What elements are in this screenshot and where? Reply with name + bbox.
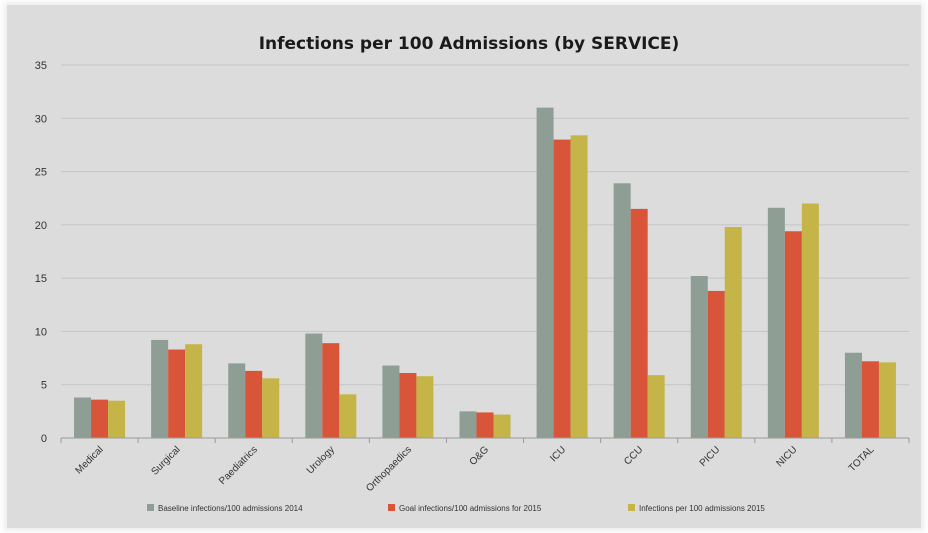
bar-orthopaedics-series-1 bbox=[382, 365, 400, 438]
y-axis-ticks: 0 5 10 15 20 25 30 35 bbox=[35, 60, 47, 445]
gridlines bbox=[61, 64, 909, 386]
bar-icu-series-1 bbox=[536, 107, 554, 438]
x-axis-ticks: Medical Surgical Paediatrics Urology Orthopa… bbox=[74, 444, 877, 494]
legend-label: Baseline infections/100 admissions 2014 bbox=[158, 504, 303, 513]
bar-total-series-3 bbox=[878, 362, 896, 438]
bar-total-series-2 bbox=[861, 361, 879, 438]
y-tick-label: 15 bbox=[35, 273, 47, 285]
x-tick-label: Surgical bbox=[149, 444, 182, 477]
y-tick-label: 20 bbox=[35, 220, 47, 232]
bar-orthopaedics-series-3 bbox=[416, 376, 434, 438]
x-tick-label: ICU bbox=[548, 444, 568, 464]
y-tick-label: 35 bbox=[35, 60, 47, 72]
legend-label: Infections per 100 admissions 2015 bbox=[639, 504, 765, 513]
x-tick-label: O&G bbox=[468, 444, 492, 468]
legend-swatch bbox=[628, 504, 635, 511]
bar-og-series-1 bbox=[459, 411, 477, 438]
bars bbox=[74, 107, 896, 438]
bar-picu-series-2 bbox=[707, 290, 725, 438]
bar-picu-series-3 bbox=[724, 226, 742, 438]
bar-surgical-series-1 bbox=[151, 339, 169, 438]
bar-total-series-1 bbox=[844, 352, 862, 438]
bar-paediatrics-series-1 bbox=[228, 363, 246, 438]
bar-og-series-3 bbox=[493, 414, 511, 438]
bar-urology-series-2 bbox=[322, 343, 340, 438]
legend-label: Goal infections/100 admissions for 2015 bbox=[399, 504, 542, 513]
bar-nicu-series-2 bbox=[784, 231, 802, 438]
x-tick-label: NICU bbox=[774, 444, 799, 469]
bar-medical-series-3 bbox=[108, 400, 126, 438]
x-tick-label: Paediatrics bbox=[217, 444, 260, 487]
legend-swatch bbox=[147, 504, 154, 511]
bar-icu-series-2 bbox=[553, 139, 571, 438]
y-tick-label: 0 bbox=[41, 433, 47, 445]
bar-medical-series-2 bbox=[91, 399, 109, 438]
bar-paediatrics-series-3 bbox=[262, 378, 280, 438]
bar-og-series-2 bbox=[476, 412, 494, 438]
y-tick-label: 30 bbox=[35, 113, 47, 125]
x-tick-label: Orthopaedics bbox=[364, 444, 414, 494]
chart-container: Infections per 100 Admissions (by SERVIC… bbox=[7, 5, 921, 528]
y-tick-label: 10 bbox=[35, 326, 47, 338]
x-tick-label: Urology bbox=[305, 444, 337, 476]
x-tick-label: TOTAL bbox=[847, 444, 877, 474]
x-tick-label: PICU bbox=[698, 444, 723, 469]
bar-ccu-series-2 bbox=[630, 208, 648, 438]
bar-urology-series-1 bbox=[305, 333, 323, 438]
bar-orthopaedics-series-2 bbox=[399, 372, 417, 438]
y-tick-label: 25 bbox=[35, 167, 47, 179]
legend-swatch bbox=[388, 504, 395, 511]
y-tick-label: 5 bbox=[41, 380, 47, 392]
x-tick-label: Medical bbox=[74, 444, 106, 476]
bar-ccu-series-1 bbox=[613, 183, 631, 438]
bar-nicu-series-1 bbox=[767, 207, 785, 438]
x-tick-label: CCU bbox=[622, 444, 645, 467]
bar-nicu-series-3 bbox=[801, 203, 819, 438]
bar-ccu-series-3 bbox=[647, 375, 665, 438]
bar-chart: Infections per 100 Admissions (by SERVIC… bbox=[35, 34, 910, 513]
bar-picu-series-1 bbox=[690, 276, 708, 438]
bar-medical-series-1 bbox=[74, 397, 92, 438]
chart-title: Infections per 100 Admissions (by SERVIC… bbox=[259, 34, 680, 54]
legend: Baseline infections/100 admissions 2014 G… bbox=[147, 504, 765, 513]
bar-urology-series-3 bbox=[339, 394, 357, 438]
bar-paediatrics-series-2 bbox=[245, 370, 263, 438]
bar-surgical-series-3 bbox=[185, 344, 203, 438]
bar-icu-series-3 bbox=[570, 135, 588, 438]
bar-surgical-series-2 bbox=[168, 349, 186, 438]
x-axis bbox=[60, 437, 910, 443]
